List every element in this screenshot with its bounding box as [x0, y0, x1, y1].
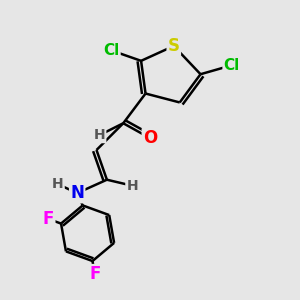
Text: H: H: [94, 128, 105, 142]
Text: F: F: [43, 210, 54, 228]
Text: O: O: [143, 129, 157, 147]
Text: Cl: Cl: [224, 58, 240, 73]
Text: S: S: [168, 37, 180, 55]
Text: H: H: [52, 177, 64, 191]
Text: Cl: Cl: [103, 43, 119, 58]
Text: N: N: [70, 184, 84, 202]
Text: H: H: [126, 179, 138, 193]
Text: F: F: [89, 265, 100, 283]
